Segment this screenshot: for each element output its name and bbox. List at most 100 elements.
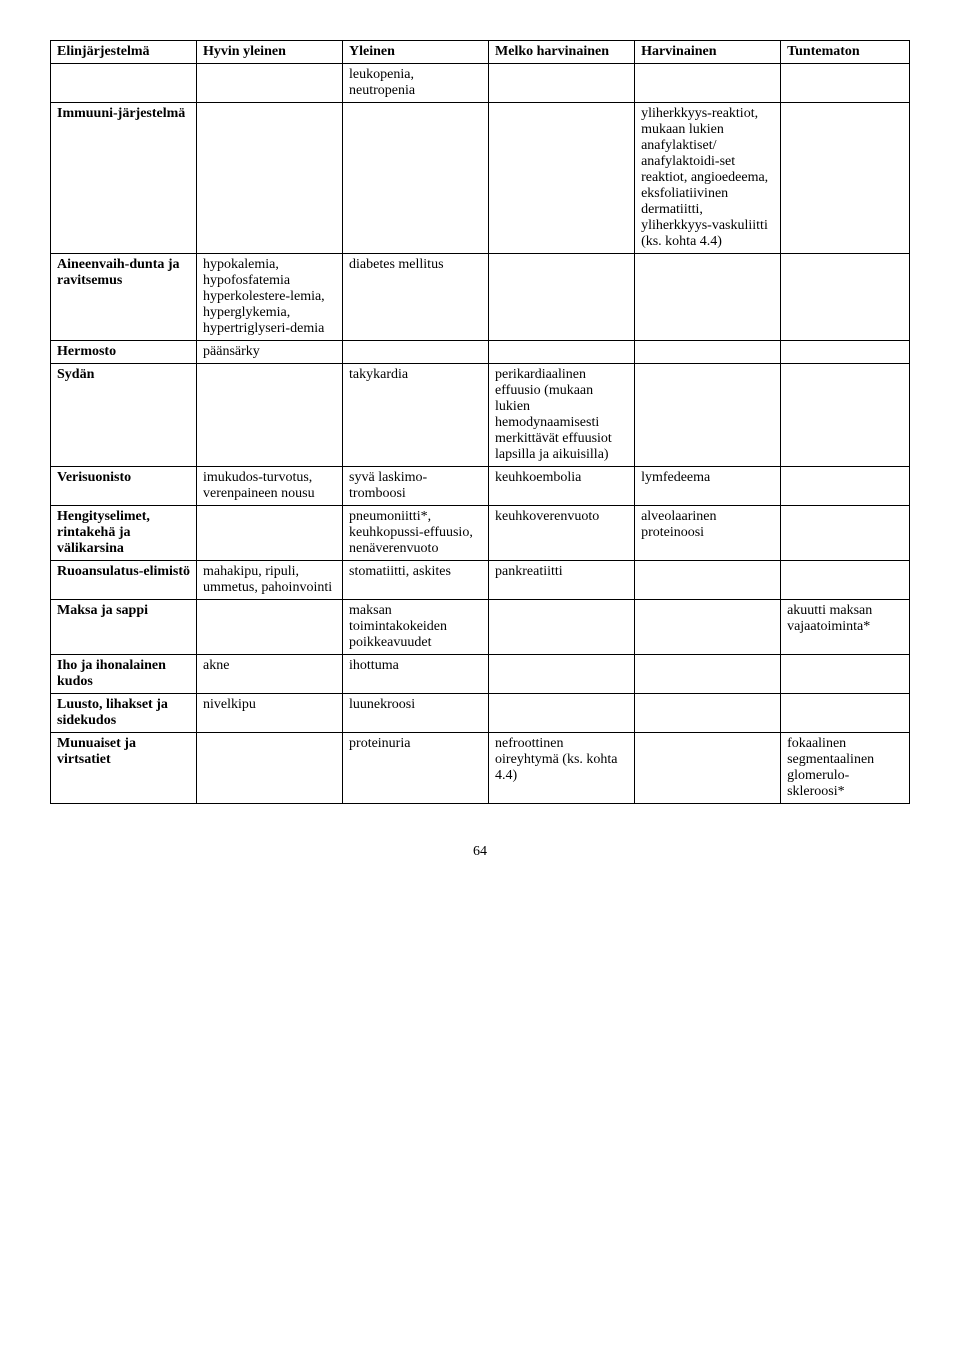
cell [343, 103, 489, 254]
cell [197, 506, 343, 561]
table-row: Aineenvaih-dunta ja ravitsemus hypokalem… [51, 254, 910, 341]
table-row: Maksa ja sappi maksan toimintakokeiden p… [51, 600, 910, 655]
cell: mahakipu, ripuli, ummetus, pahoinvointi [197, 561, 343, 600]
cell [781, 341, 910, 364]
cell [635, 341, 781, 364]
cell [781, 103, 910, 254]
table-row: Ruoansulatus-elimistö mahakipu, ripuli, … [51, 561, 910, 600]
cell [489, 600, 635, 655]
row-label: Luusto, lihakset ja sidekudos [57, 697, 168, 728]
cell [51, 64, 197, 103]
cell: leukopenia, neutropenia [343, 64, 489, 103]
cell: keuhkoembolia [489, 467, 635, 506]
table-row: leukopenia, neutropenia [51, 64, 910, 103]
cell: syvä laskimo-tromboosi [343, 467, 489, 506]
cell: Iho ja ihonalainen kudos [51, 655, 197, 694]
table-body: leukopenia, neutropenia Immuuni-järjeste… [51, 64, 910, 804]
cell: hypokalemia, hypofosfatemia hyperkoleste… [197, 254, 343, 341]
cell: Munuaiset ja virtsatiet [51, 733, 197, 804]
cell [635, 694, 781, 733]
cell: Immuuni-järjestelmä [51, 103, 197, 254]
cell: proteinuria [343, 733, 489, 804]
cell [489, 694, 635, 733]
cell: Verisuonisto [51, 467, 197, 506]
cell [489, 341, 635, 364]
cell: takykardia [343, 364, 489, 467]
table-row: Sydän takykardia perikardiaalinen effuus… [51, 364, 910, 467]
header-cell: Tuntematon [781, 41, 910, 64]
table-row: Luusto, lihakset ja sidekudos nivelkipu … [51, 694, 910, 733]
row-label: Verisuonisto [57, 470, 131, 485]
cell [343, 341, 489, 364]
cell: Luusto, lihakset ja sidekudos [51, 694, 197, 733]
cell: yliherkkyys-reaktiot, mukaan lukien anaf… [635, 103, 781, 254]
cell [781, 655, 910, 694]
cell [781, 561, 910, 600]
cell: fokaalinen segmentaalinen glomerulo-skle… [781, 733, 910, 804]
row-label: Hermosto [57, 344, 116, 359]
cell: perikardiaalinen effuusio (mukaan lukien… [489, 364, 635, 467]
cell [635, 655, 781, 694]
table-row: Hermosto päänsärky [51, 341, 910, 364]
row-label: Immuuni-järjestelmä [57, 106, 185, 121]
cell: nivelkipu [197, 694, 343, 733]
cell: stomatiitti, askites [343, 561, 489, 600]
cell: maksan toimintakokeiden poikkeavuudet [343, 600, 489, 655]
cell: keuhkoverenvuoto [489, 506, 635, 561]
cell: imukudos-turvotus, verenpaineen nousu [197, 467, 343, 506]
cell: pankreatiitti [489, 561, 635, 600]
cell: Sydän [51, 364, 197, 467]
row-label: Munuaiset ja virtsatiet [57, 736, 136, 767]
cell [635, 733, 781, 804]
cell: akuutti maksan vajaatoiminta* [781, 600, 910, 655]
cell [635, 254, 781, 341]
cell [781, 506, 910, 561]
cell [781, 694, 910, 733]
cell: nefroottinen oireyhtymä (ks. kohta 4.4) [489, 733, 635, 804]
table-row: Hengityselimet, rintakehä ja välikarsina… [51, 506, 910, 561]
row-label: Maksa ja sappi [57, 603, 148, 618]
cell [781, 467, 910, 506]
cell: alveolaarinen proteinoosi [635, 506, 781, 561]
cell: Ruoansulatus-elimistö [51, 561, 197, 600]
cell: Aineenvaih-dunta ja ravitsemus [51, 254, 197, 341]
adverse-effects-table: Elinjärjestelmä Hyvin yleinen Yleinen Me… [50, 40, 910, 804]
table-row: Munuaiset ja virtsatiet proteinuria nefr… [51, 733, 910, 804]
cell [489, 655, 635, 694]
row-label: Ruoansulatus-elimistö [57, 564, 190, 579]
table-row: Verisuonisto imukudos-turvotus, verenpai… [51, 467, 910, 506]
row-label: Aineenvaih-dunta ja ravitsemus [57, 257, 180, 288]
cell: Maksa ja sappi [51, 600, 197, 655]
table-row: Immuuni-järjestelmä yliherkkyys-reaktiot… [51, 103, 910, 254]
cell: Hermosto [51, 341, 197, 364]
cell: päänsärky [197, 341, 343, 364]
header-cell: Melko harvinainen [489, 41, 635, 64]
cell [635, 64, 781, 103]
header-cell: Harvinainen [635, 41, 781, 64]
cell [489, 254, 635, 341]
header-cell: Elinjärjestelmä [51, 41, 197, 64]
cell [489, 64, 635, 103]
cell: diabetes mellitus [343, 254, 489, 341]
row-label: Hengityselimet, rintakehä ja välikarsina [57, 509, 150, 556]
cell [635, 600, 781, 655]
cell: pneumoniitti*, keuhkopussi-effuusio, nen… [343, 506, 489, 561]
page-number: 64 [50, 844, 910, 860]
cell: lymfedeema [635, 467, 781, 506]
cell [781, 64, 910, 103]
table-row: Iho ja ihonalainen kudos akne ihottuma [51, 655, 910, 694]
cell: Hengityselimet, rintakehä ja välikarsina [51, 506, 197, 561]
cell [197, 103, 343, 254]
cell [197, 600, 343, 655]
header-cell: Hyvin yleinen [197, 41, 343, 64]
header-cell: Yleinen [343, 41, 489, 64]
cell: luunekroosi [343, 694, 489, 733]
cell: ihottuma [343, 655, 489, 694]
cell [781, 364, 910, 467]
cell [781, 254, 910, 341]
cell [197, 364, 343, 467]
cell: akne [197, 655, 343, 694]
cell [635, 561, 781, 600]
header-row: Elinjärjestelmä Hyvin yleinen Yleinen Me… [51, 41, 910, 64]
row-label: Iho ja ihonalainen kudos [57, 658, 166, 689]
